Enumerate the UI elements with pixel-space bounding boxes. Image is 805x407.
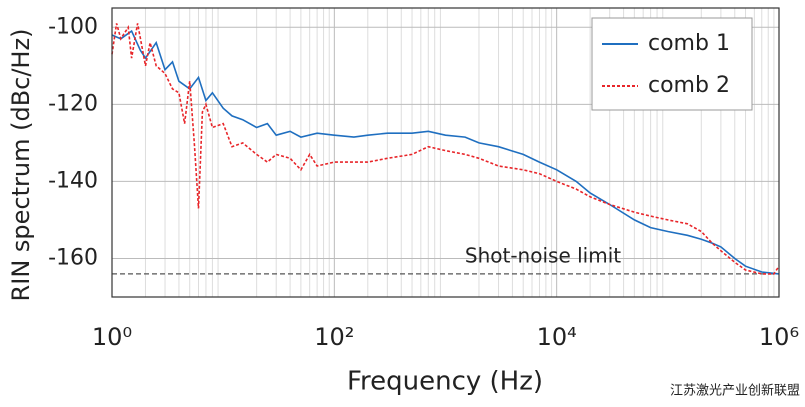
y-tick-label: -100 [48, 14, 98, 39]
y-tick-label: -140 [48, 168, 98, 193]
reference-label: Shot-noise limit [465, 243, 621, 267]
y-tick-label: -160 [48, 245, 98, 270]
x-tick-label: 10⁰ [92, 323, 132, 351]
x-tick-label: 10² [314, 323, 354, 351]
legend-label: comb 1 [648, 31, 730, 56]
plot-frame [111, 7, 780, 298]
legend-box [591, 17, 753, 111]
series-line [111, 29, 780, 275]
y-tick-label: -120 [48, 91, 98, 116]
x-tick-label: 10⁶ [759, 323, 799, 351]
series-line [111, 23, 780, 275]
watermark: 江苏激光产业创新联盟 [670, 383, 800, 399]
x-tick-label: 10⁴ [537, 323, 577, 351]
y-axis-title: RIN spectrum (dBc/Hz) [7, 29, 35, 302]
x-axis-title: Frequency (Hz) [347, 367, 543, 397]
legend-label: comb 2 [648, 73, 730, 98]
